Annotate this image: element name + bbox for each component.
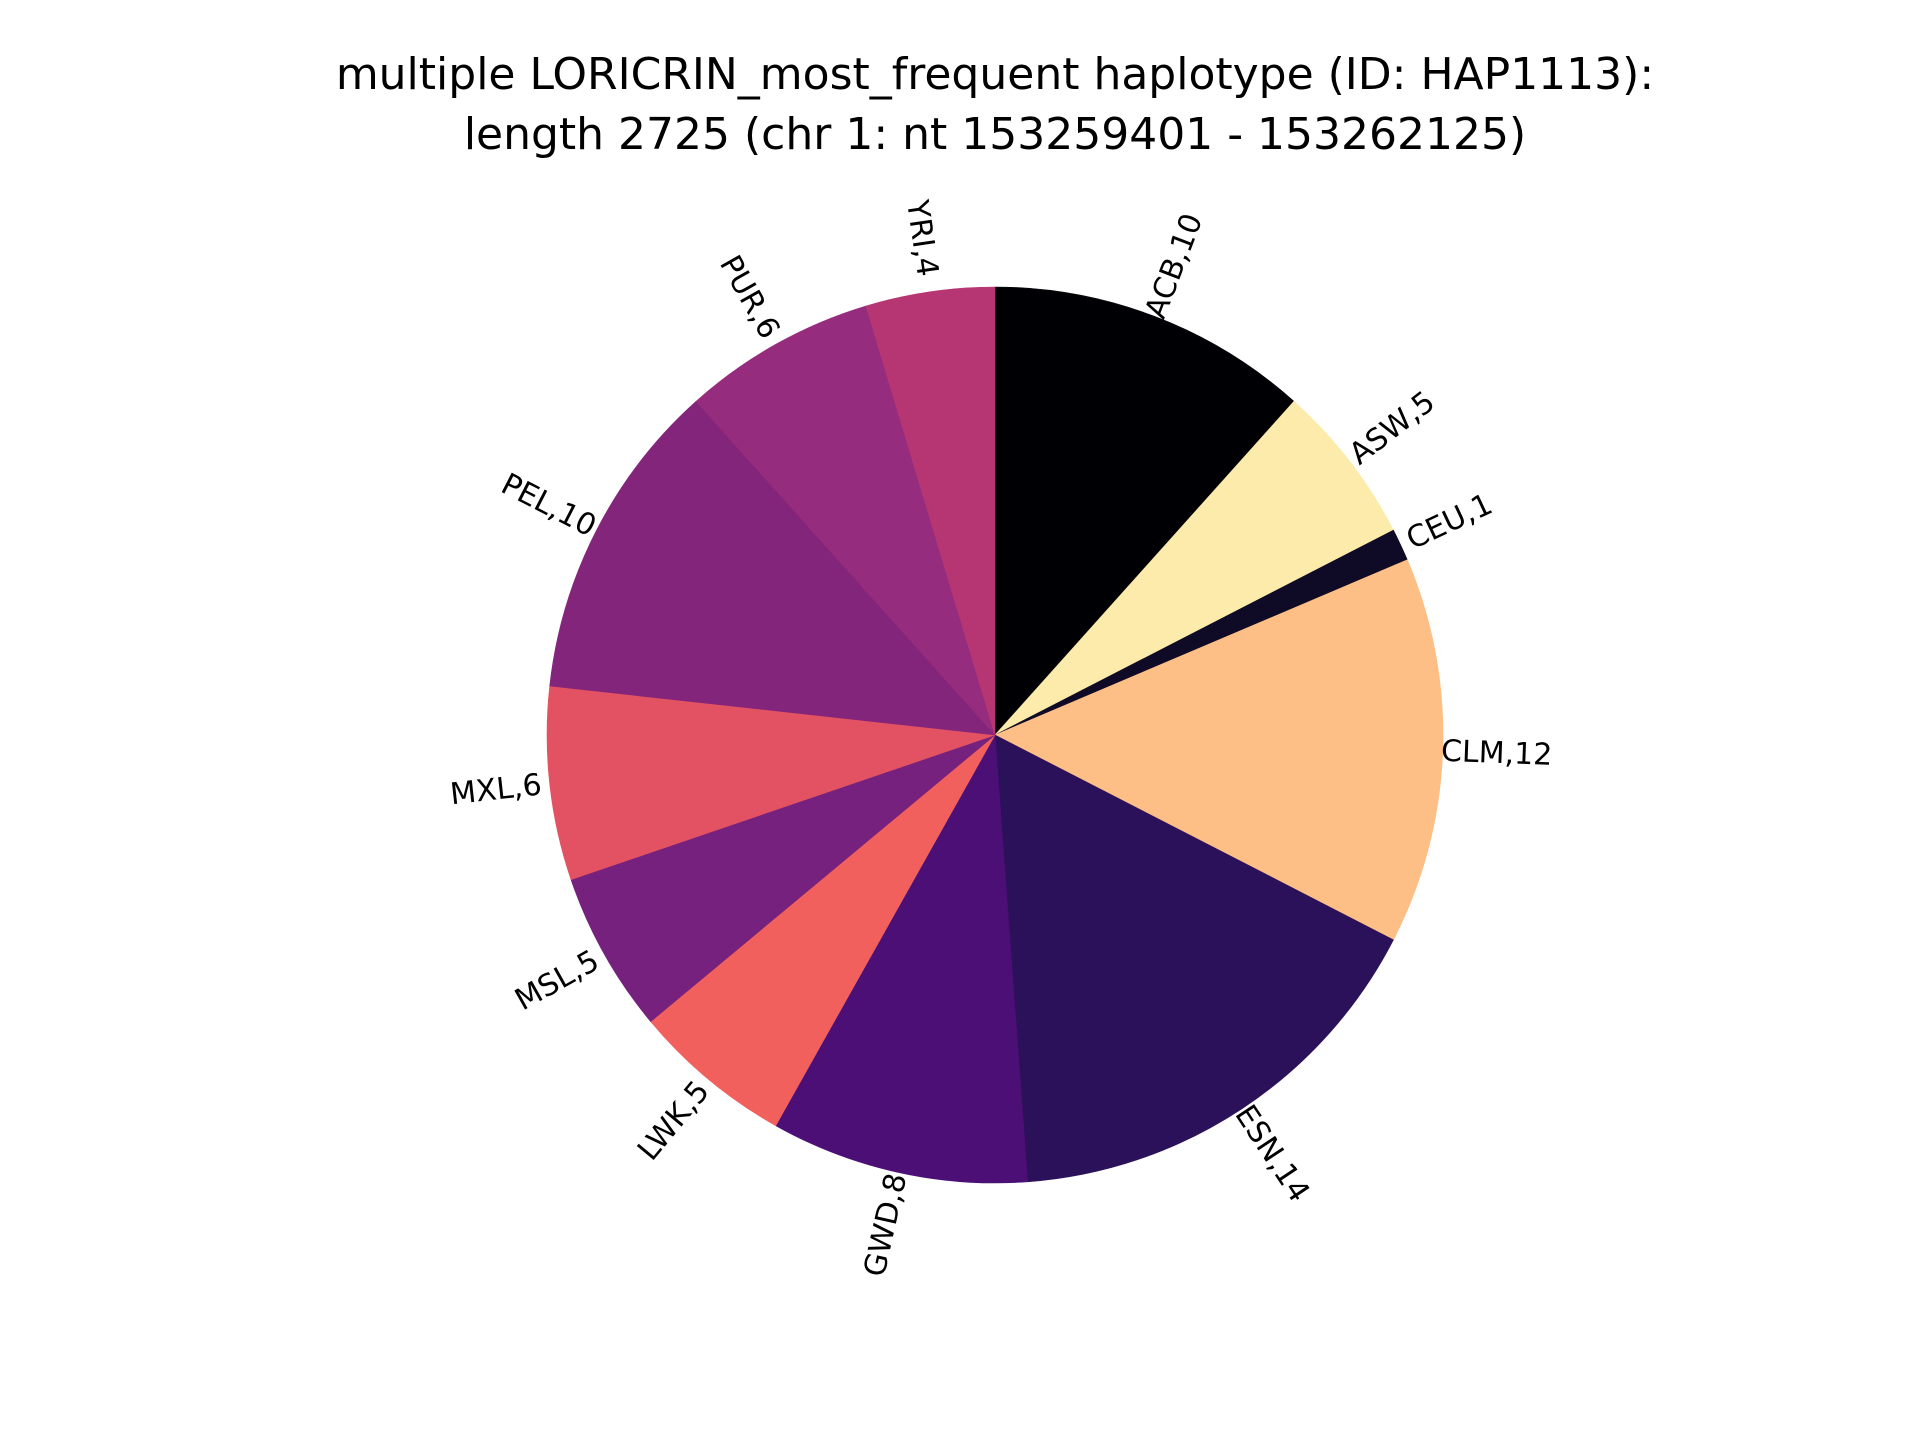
pie-label-pel: PEL,10: [495, 467, 601, 545]
pie-label-pur: PUR,6: [712, 250, 786, 345]
pie-slice-lwk: [650, 734, 996, 1127]
pie-label-yri: YRI,4: [899, 197, 945, 279]
pie-label-clm: CLM,12: [1440, 734, 1552, 773]
pie-slice-pel: [549, 400, 996, 736]
pie-label-gwd: GWD,8: [857, 1170, 914, 1280]
pie-slice-clm: [994, 559, 1444, 941]
pie-label-mxl: MXL,6: [448, 767, 543, 812]
chart-title-line-1: multiple LORICRIN_most_frequent haplotyp…: [336, 49, 1654, 100]
pie-slice-acb: [994, 286, 1295, 736]
pie-slice-asw: [994, 400, 1394, 736]
pie-slices: [546, 286, 1444, 1184]
pie-label-asw: ASW,5: [1343, 384, 1442, 472]
pie-slice-mxl: [546, 685, 996, 881]
pie-label-acb: ACB,10: [1138, 209, 1210, 324]
pie-slice-esn: [994, 734, 1394, 1183]
pie-slice-msl: [570, 734, 996, 1022]
pie-label-lwk: LWK,5: [631, 1074, 717, 1167]
pie-label-msl: MSL,5: [509, 943, 605, 1018]
pie-slice-pur: [695, 305, 996, 736]
pie-slice-yri: [865, 286, 996, 736]
chart-title-line-2: length 2725 (chr 1: nt 153259401 - 15326…: [464, 109, 1526, 160]
pie-label-ceu: CEU,1: [1401, 487, 1498, 557]
pie-label-esn: ESN,14: [1228, 1099, 1317, 1209]
pie-slice-gwd: [775, 733, 1029, 1184]
